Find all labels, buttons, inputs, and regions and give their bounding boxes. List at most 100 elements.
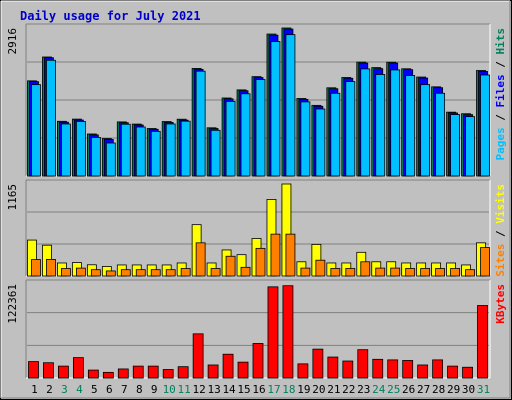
bar-sites [240,266,251,277]
x-tick-label: 30 [462,383,475,396]
bar-sites [150,269,161,277]
x-tick-label: 16 [252,383,265,396]
bar-pages [450,114,460,177]
bar-kbytes [387,359,399,379]
bar-sites [390,267,401,277]
bar-sites [300,267,311,277]
x-tick-label: 26 [402,383,415,396]
legend-separator: / [494,108,507,128]
bar-pages [165,123,176,177]
bar-pages [330,92,341,177]
bar-pages [195,70,206,177]
bar-kbytes [192,333,204,379]
bar-pages [435,92,446,177]
bar-sites [330,268,341,277]
bar-kbytes [312,348,324,379]
x-tick-label: 10 [163,383,176,396]
bar-sites [61,268,71,277]
chart-title: Daily usage for July 2021 [20,9,201,23]
legend-visits: Visits [494,184,507,224]
bar-pages [180,120,191,177]
bar-sites [180,268,191,277]
y-max-label: 1165 [6,184,19,211]
bar-sites [465,269,475,277]
panel-visits-sites: 1165 Sites / Visits [6,179,507,277]
x-tick-label: 8 [136,383,143,396]
bar-sites [405,268,416,277]
bar-kbytes [177,366,189,379]
bar-kbytes [207,364,219,379]
x-tick-label: 7 [121,383,128,396]
bar-pages [150,130,161,177]
bar-sites [46,259,56,277]
x-tick-label: 15 [237,383,250,396]
bar-kbytes [162,369,174,379]
bar-kbytes [357,349,369,379]
bar-sites [120,269,131,277]
bar-sites [435,268,446,277]
bar-kbytes [462,366,473,379]
panel-legend: KBytes [494,284,507,324]
panel-legend: Sites / Visits [494,184,507,277]
bar-pages [345,81,356,177]
bar-kbytes [267,286,279,379]
bar-pages [135,126,146,177]
bar-kbytes [327,356,339,379]
bar-kbytes [447,365,458,379]
x-tick-label: 20 [312,383,325,396]
bar-sites [225,255,236,277]
x-tick-label: 2 [46,383,53,396]
bar-sites [90,269,101,277]
bar-sites [75,267,86,277]
bar-sites [375,267,386,277]
x-tick-label: 14 [222,383,236,396]
x-tick-label: 28 [432,383,445,396]
bar-pages [375,74,386,177]
bar-sites [315,259,326,277]
bar-pages [315,108,326,177]
bar-sites [31,259,41,277]
bar-kbytes [132,365,144,379]
bar-sites [135,269,146,277]
x-tick-label: 6 [106,383,113,396]
x-tick-label: 5 [91,383,98,396]
bar-kbytes [147,365,159,379]
bar-pages [31,84,41,177]
bar-pages [120,123,131,177]
x-tick-label: 21 [327,383,340,396]
bar-pages [75,121,86,177]
bar-kbytes [252,343,264,379]
bar-kbytes [237,361,249,379]
bar-pages [210,129,221,177]
panel-kbytes: 122361 KBytes [6,279,507,379]
bar-pages [465,116,475,177]
x-tick-label: 12 [193,383,206,396]
legend-separator: / [494,55,507,75]
bar-kbytes [222,353,234,379]
x-tick-label: 29 [447,383,460,396]
bar-sites [450,268,460,277]
bar-pages [255,79,266,177]
bar-pages [300,101,311,177]
bar-pages [240,93,251,177]
bar-pages [390,69,401,177]
y-max-label: 2916 [6,28,19,55]
x-tick-label: 1 [31,383,38,396]
bar-kbytes [117,368,129,379]
legend-files: Files [494,74,507,107]
panel-hits-files-pages: 2916 Pages / Files / Hits [6,23,507,177]
x-tick-label: 25 [387,383,400,396]
bar-pages [105,142,116,177]
chart-panels: 2916 Pages / Files / Hits 1165 Sites / Visi… [6,23,507,379]
x-tick-label: 11 [178,383,191,396]
y-max-label: 122361 [6,284,19,324]
bar-kbytes [372,358,384,379]
x-tick-label: 31 [477,383,490,396]
bar-pages [285,34,296,177]
bar-kbytes [72,357,84,379]
bar-sites [420,268,431,277]
bar-pages [225,100,236,177]
bar-sites [480,247,490,277]
